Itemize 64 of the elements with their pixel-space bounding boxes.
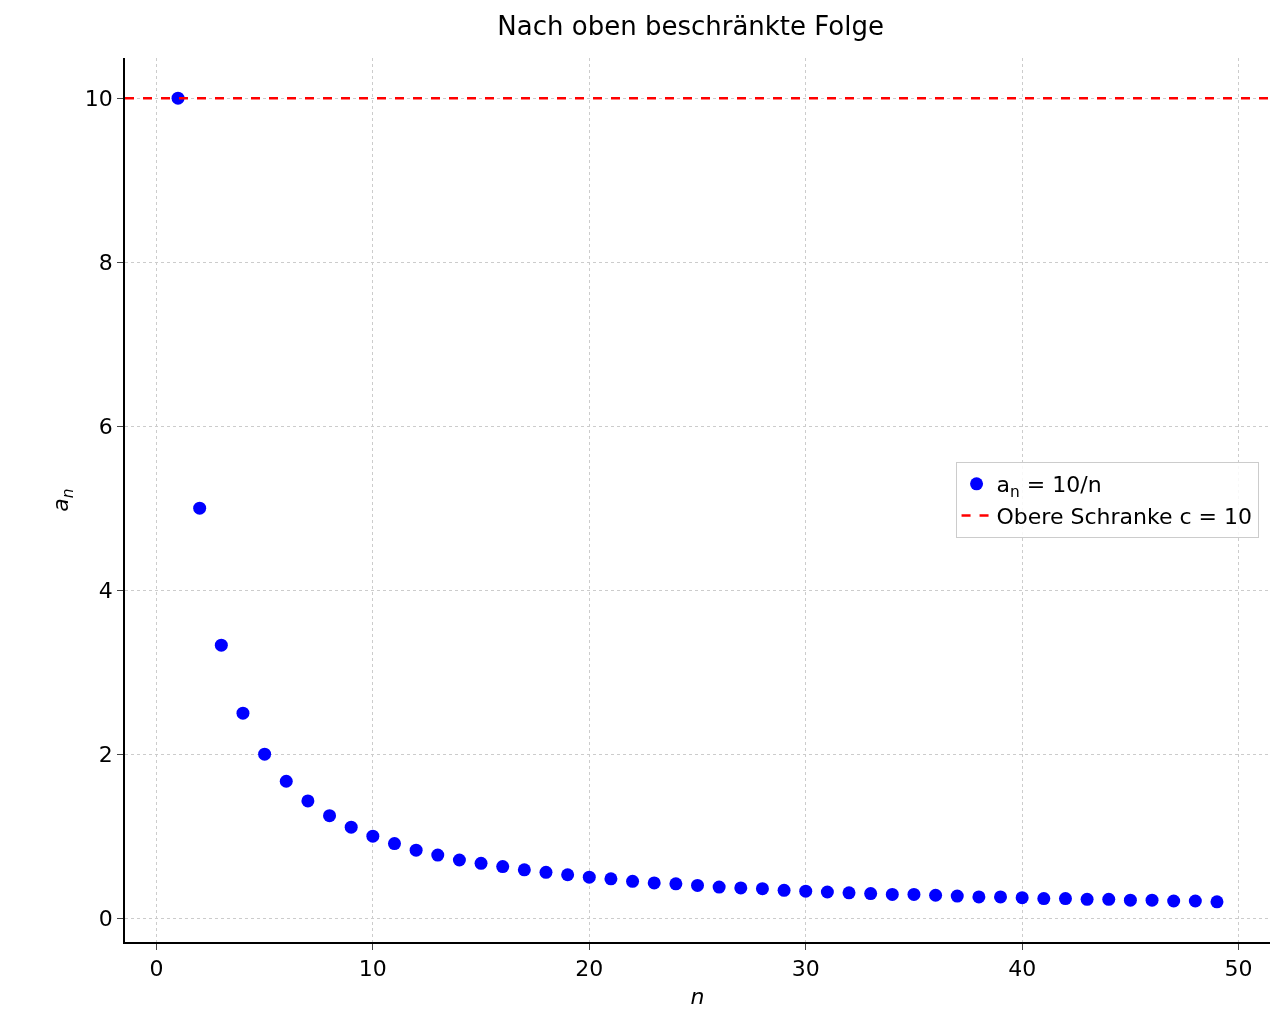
point <box>626 874 640 888</box>
point <box>755 882 769 896</box>
point <box>734 881 748 895</box>
point <box>1188 894 1202 908</box>
point <box>669 877 683 891</box>
y-tick-label: 10 <box>84 85 113 111</box>
point <box>929 888 943 902</box>
point <box>387 837 401 851</box>
point <box>258 747 272 761</box>
point <box>539 865 553 879</box>
point <box>950 889 964 903</box>
point <box>193 501 207 515</box>
y-tick-label: 8 <box>98 249 113 275</box>
point <box>409 843 423 857</box>
x-tick-label: 50 <box>1224 956 1253 982</box>
legend-label: a$_{n}$ = 10/n <box>996 472 1102 501</box>
legend-label: Obere Schranke c = 10 <box>996 503 1252 529</box>
point <box>691 878 704 892</box>
point <box>301 794 315 808</box>
point <box>972 890 986 904</box>
point <box>517 863 531 877</box>
point <box>1145 893 1159 907</box>
point <box>1058 892 1072 906</box>
point <box>236 706 250 720</box>
y-tick-label: 6 <box>98 413 113 439</box>
point <box>820 885 834 899</box>
point <box>496 860 510 874</box>
x-tick-label: 30 <box>791 956 820 982</box>
point <box>994 890 1008 904</box>
point <box>1123 893 1137 907</box>
x-tick-label: 10 <box>358 956 387 982</box>
point <box>604 872 618 886</box>
y-tick-label: 2 <box>98 741 113 767</box>
point <box>323 809 337 823</box>
point <box>799 884 813 898</box>
point <box>344 820 358 834</box>
point <box>907 887 921 901</box>
point <box>1102 892 1116 906</box>
point <box>1015 891 1029 905</box>
point <box>885 887 899 901</box>
point <box>214 638 228 652</box>
point <box>366 829 380 843</box>
y-tick-label: 4 <box>98 577 113 603</box>
point <box>842 886 856 900</box>
point <box>777 883 791 897</box>
point <box>647 876 661 890</box>
point <box>279 774 293 788</box>
x-tick-label: 20 <box>575 956 604 982</box>
point <box>1037 892 1051 906</box>
point <box>431 848 445 862</box>
y-tick-label: 0 <box>98 905 113 931</box>
point <box>582 870 596 884</box>
point <box>1080 892 1094 906</box>
point <box>864 887 878 901</box>
chart-title: Nach oben beschränkte Folge <box>497 10 884 41</box>
point <box>1167 894 1181 908</box>
x-axis-title: n <box>690 983 705 1009</box>
point <box>1210 895 1224 909</box>
x-tick-label: 0 <box>149 956 164 982</box>
point <box>561 868 575 882</box>
point <box>452 853 466 867</box>
point <box>712 880 726 894</box>
point <box>474 856 488 870</box>
x-tick-label: 40 <box>1008 956 1037 982</box>
